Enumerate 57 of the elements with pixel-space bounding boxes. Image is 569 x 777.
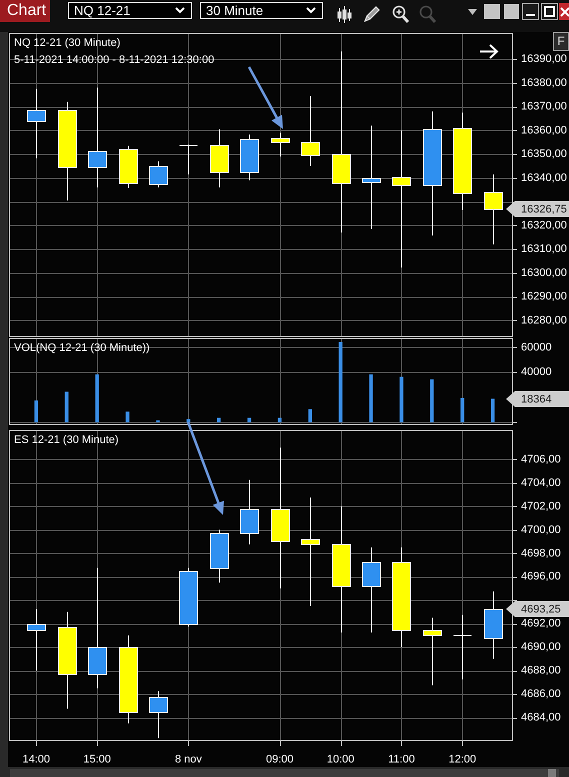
bar bbox=[308, 409, 312, 422]
text: 4693,25 bbox=[521, 604, 561, 616]
x-tick-label: 15:00 bbox=[83, 754, 111, 766]
y-tick-label: 4704,00 bbox=[521, 476, 561, 489]
x-tick-label: 12:00 bbox=[448, 754, 476, 766]
y-tick-label: 4696,00 bbox=[521, 570, 561, 583]
y-tick-label: 16290,00 bbox=[521, 290, 567, 303]
chart-title: NQ 12-21 (30 Minute) bbox=[14, 37, 120, 50]
y-tick-label: 4690,00 bbox=[521, 641, 561, 654]
bar bbox=[95, 374, 99, 422]
text: 18364 bbox=[521, 394, 552, 406]
text: 16326,75 bbox=[521, 204, 567, 216]
y-tick-label: 4706,00 bbox=[521, 453, 561, 466]
y-tick-label: 16300,00 bbox=[521, 266, 567, 279]
candlestick bbox=[362, 546, 381, 633]
bar bbox=[126, 412, 130, 422]
candlestick bbox=[179, 144, 198, 175]
y-tick-label: 4688,00 bbox=[521, 664, 561, 677]
bar bbox=[400, 376, 404, 422]
y-tick-label: 4692,00 bbox=[521, 618, 561, 630]
x-tick-label: 14:00 bbox=[22, 754, 50, 766]
y-tick-label: 16310,00 bbox=[521, 243, 567, 256]
chart-title: VOL(NQ 12-21 (30 Minute)) bbox=[14, 342, 150, 354]
dropdown: NQ 12-21 bbox=[68, 2, 192, 19]
x-tick-label: 09:00 bbox=[266, 754, 294, 766]
bar bbox=[64, 392, 68, 422]
text: 5-11-2021 14:00:00 - 8-11-2021 12:30:00 bbox=[14, 54, 214, 66]
tab: Chart bbox=[0, 0, 50, 22]
y-tick-label: 40000 bbox=[521, 366, 552, 378]
y-tick-label: 16360,00 bbox=[521, 124, 567, 136]
y-tick-label: 60000 bbox=[521, 341, 552, 354]
y-tick-label: 16350,00 bbox=[521, 148, 567, 160]
x-tick-label: 10:00 bbox=[326, 754, 354, 766]
bar bbox=[490, 398, 495, 422]
bar bbox=[369, 374, 373, 422]
candlestick bbox=[240, 479, 259, 545]
y-tick-label: 16380,00 bbox=[521, 76, 567, 89]
y-tick-label: 16280,00 bbox=[521, 314, 567, 326]
y-tick-label: 16370,00 bbox=[521, 100, 567, 113]
y-tick-label: 4702,00 bbox=[521, 500, 561, 512]
chart-title: ES 12-21 (30 Minute) bbox=[14, 434, 119, 446]
x-tick-label: 11:00 bbox=[388, 754, 415, 766]
candlestick bbox=[453, 614, 472, 680]
bar bbox=[460, 398, 464, 422]
y-tick-label: 4684,00 bbox=[521, 712, 561, 724]
y-tick-label: 16340,00 bbox=[521, 172, 567, 184]
y-tick-label: 4686,00 bbox=[521, 688, 561, 700]
y-tick-label: 16390,00 bbox=[521, 53, 567, 66]
bar bbox=[430, 379, 434, 422]
bar bbox=[338, 342, 342, 422]
y-tick-label: 4700,00 bbox=[521, 524, 561, 536]
bar bbox=[34, 400, 38, 422]
y-tick-label: 4698,00 bbox=[521, 547, 561, 560]
y-tick-label: 16320,00 bbox=[521, 219, 567, 232]
dropdown: 30 Minute bbox=[200, 2, 323, 19]
button: F bbox=[553, 32, 569, 51]
x-tick-label: 8 nov bbox=[174, 754, 202, 766]
